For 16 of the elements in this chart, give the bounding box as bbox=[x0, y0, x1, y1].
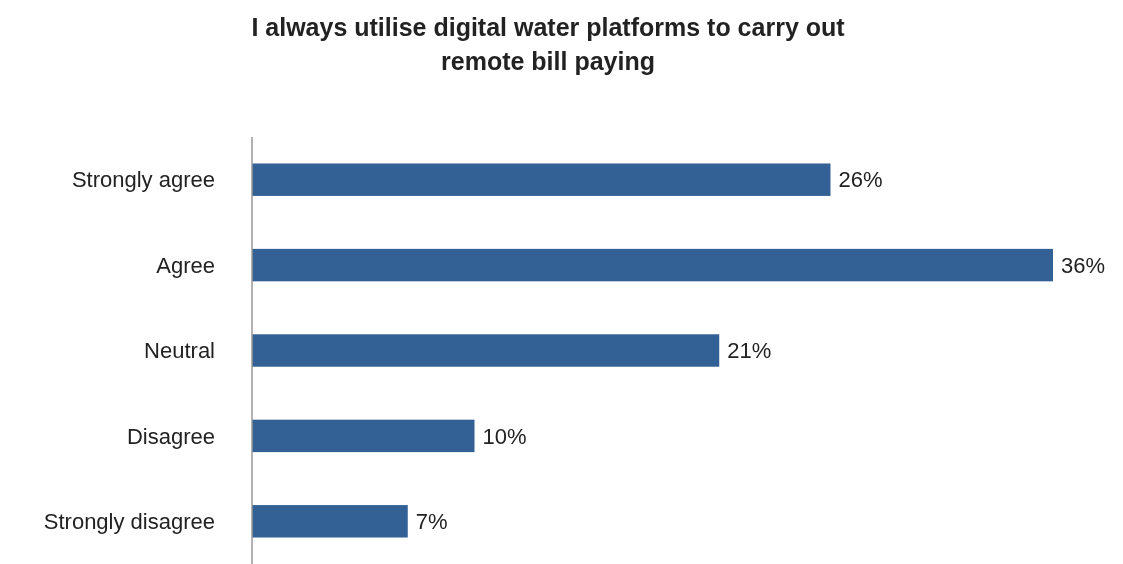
data-label: 10% bbox=[482, 423, 527, 449]
data-label: 26% bbox=[838, 167, 883, 193]
bar bbox=[252, 334, 720, 367]
y-tick-label: Agree bbox=[156, 252, 215, 278]
bar bbox=[252, 419, 475, 453]
chart-title: I always utilise digital water platforms to carry out remote bill paying bbox=[251, 13, 846, 75]
bar bbox=[252, 163, 831, 196]
bar bbox=[252, 248, 1053, 282]
data-label: 21% bbox=[727, 338, 772, 364]
bar bbox=[252, 505, 408, 538]
data-label: 36% bbox=[1061, 252, 1106, 278]
data-label: 7% bbox=[415, 509, 448, 534]
y-tick-label: Strongly disagree bbox=[43, 509, 215, 534]
y-tick-label: Neutral bbox=[144, 338, 215, 364]
y-tick-label: Strongly agree bbox=[71, 167, 215, 193]
y-tick-label: Disagree bbox=[126, 423, 215, 449]
